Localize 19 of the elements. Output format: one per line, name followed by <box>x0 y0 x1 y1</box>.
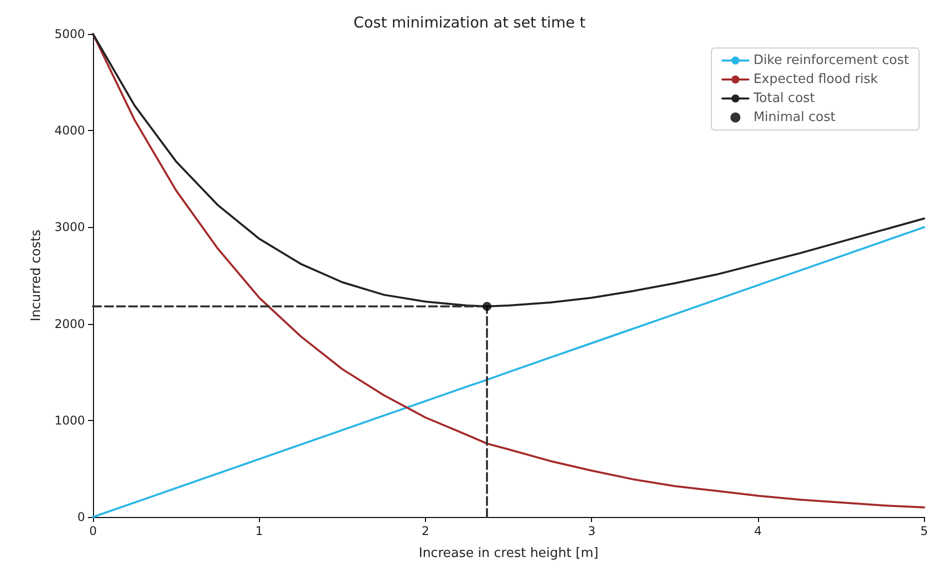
x-tick-label: 5 <box>920 524 928 538</box>
y-tick-label: 5000 <box>54 27 85 41</box>
y-tick-label: 1000 <box>54 413 85 428</box>
y-axis-title: Incurred costs <box>29 229 44 322</box>
chart-title: Cost minimization at set time t <box>354 14 586 32</box>
x-axis-title: Increase in crest height [m] <box>418 546 598 561</box>
x-tick-label: 3 <box>588 524 596 538</box>
y-tick-label: 2000 <box>54 316 85 331</box>
legend-label: Dike reinforcement cost <box>753 53 909 68</box>
x-tick-label: 0 <box>89 524 97 538</box>
y-tick-label: 4000 <box>54 124 85 138</box>
y-tick-label: 3000 <box>54 220 85 234</box>
x-tick-label: 1 <box>255 524 264 538</box>
legend-label: Expected flood risk <box>753 72 878 87</box>
x-tick-label: 4 <box>754 524 762 538</box>
x-tick-label: 2 <box>422 524 430 538</box>
legend-label: Minimal cost <box>753 110 836 125</box>
y-tick-label: 0 <box>77 510 85 524</box>
legend-label: Total cost <box>752 91 815 106</box>
